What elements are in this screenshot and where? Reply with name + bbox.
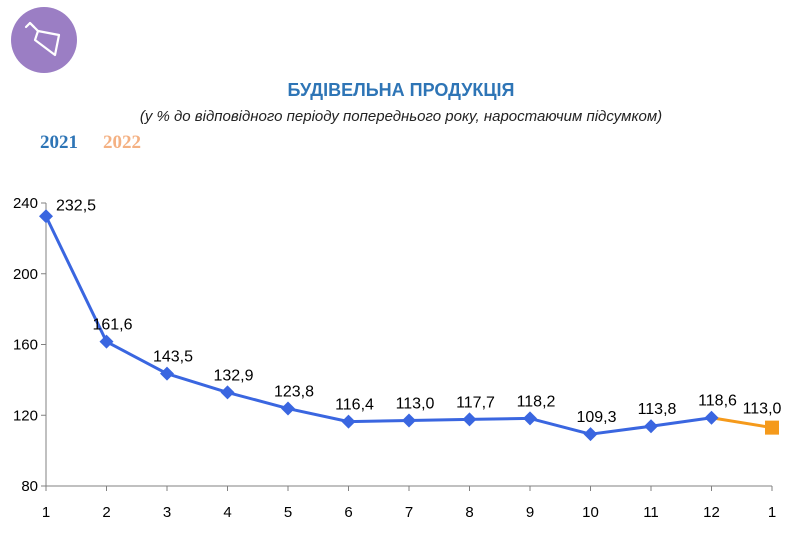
series-2022-connector [711,416,773,430]
series-2021-point [583,427,598,442]
series-2021-point [99,334,114,349]
data-label: 132,9 [213,367,253,384]
y-tick-label: 160 [13,337,38,354]
x-tick-label: 1 [42,504,50,521]
series-2021-point [704,410,719,425]
legend-2021: 2021 [40,132,78,153]
x-tick-label: 12 [703,504,720,521]
y-tick-label: 120 [13,407,38,424]
data-label: 118,6 [698,393,737,410]
series-2021-point [281,401,295,416]
x-tick-label: 4 [223,504,231,521]
x-tick-label: 9 [526,504,534,521]
chart-subtitle: (у % до відповідного періоду попередньог… [139,108,663,125]
y-tick-label: 240 [13,195,38,212]
series-2021-point [523,411,537,426]
series-2021-point [462,412,477,427]
x-tick-label: 8 [465,504,473,521]
x-tick-label: 3 [163,504,171,521]
data-label: 116,4 [335,397,374,414]
data-label: 161,6 [92,317,132,334]
data-label: 113,8 [638,401,677,418]
x-tick-label: 1 [768,504,776,521]
y-tick-label: 200 [13,266,38,283]
data-label: 113,0 [396,396,435,413]
x-tick-label: 7 [405,504,413,521]
x-tick-label: 6 [344,504,352,521]
series-2021-point [160,366,174,381]
data-label: 113,0 [743,401,782,418]
series-2021-line [44,215,712,436]
legend-2022: 2022 [103,132,141,153]
x-tick-label: 5 [284,504,292,521]
series-2021-point [644,419,658,434]
trowel-icon [24,21,61,57]
chart-title: БУДІВЕЛЬНА ПРОДУКЦІЯ [287,80,515,100]
data-label: 118,2 [517,393,556,410]
logo-badge [11,7,77,73]
data-label: 232,5 [56,197,96,214]
series-2021-point [220,385,235,400]
series-2021-point [341,414,356,429]
data-label: 109,3 [576,409,616,426]
data-label: 123,8 [274,384,314,401]
series-2021-point [39,209,53,224]
series-2022-point [765,420,779,435]
x-tick-label: 2 [102,504,110,521]
data-label: 117,7 [456,394,495,411]
x-tick-label: 10 [582,504,599,521]
data-label: 143,5 [153,349,193,366]
series-2021-point [402,413,416,428]
x-tick-label: 11 [643,504,659,521]
y-tick-label: 80 [21,478,38,495]
